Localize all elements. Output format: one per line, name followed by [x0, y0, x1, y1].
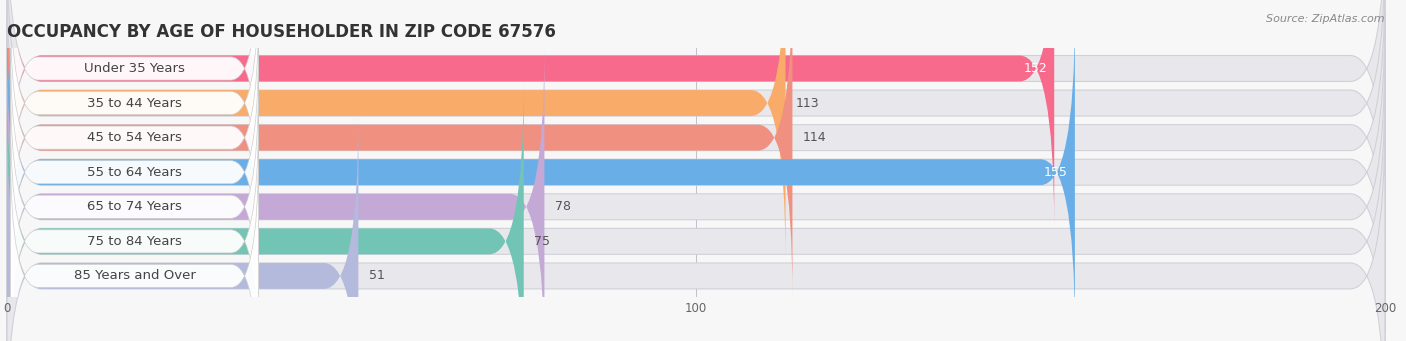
Text: 113: 113	[796, 97, 820, 109]
Text: 75 to 84 Years: 75 to 84 Years	[87, 235, 181, 248]
Text: 85 Years and Over: 85 Years and Over	[73, 269, 195, 282]
Text: 152: 152	[1024, 62, 1047, 75]
FancyBboxPatch shape	[7, 116, 359, 341]
Text: 35 to 44 Years: 35 to 44 Years	[87, 97, 181, 109]
FancyBboxPatch shape	[7, 116, 1385, 341]
FancyBboxPatch shape	[7, 0, 1385, 228]
Text: OCCUPANCY BY AGE OF HOUSEHOLDER IN ZIP CODE 67576: OCCUPANCY BY AGE OF HOUSEHOLDER IN ZIP C…	[7, 23, 555, 41]
FancyBboxPatch shape	[7, 81, 524, 341]
Text: 155: 155	[1045, 166, 1069, 179]
FancyBboxPatch shape	[7, 0, 786, 263]
FancyBboxPatch shape	[10, 11, 259, 264]
FancyBboxPatch shape	[10, 149, 259, 341]
Text: 51: 51	[368, 269, 385, 282]
FancyBboxPatch shape	[7, 0, 793, 298]
FancyBboxPatch shape	[10, 115, 259, 341]
Text: Under 35 Years: Under 35 Years	[84, 62, 186, 75]
FancyBboxPatch shape	[7, 47, 1385, 341]
Text: 65 to 74 Years: 65 to 74 Years	[87, 200, 181, 213]
Text: 78: 78	[555, 200, 571, 213]
FancyBboxPatch shape	[10, 0, 259, 195]
Text: 45 to 54 Years: 45 to 54 Years	[87, 131, 181, 144]
FancyBboxPatch shape	[10, 0, 259, 230]
FancyBboxPatch shape	[7, 47, 544, 341]
FancyBboxPatch shape	[10, 45, 259, 299]
FancyBboxPatch shape	[10, 80, 259, 333]
FancyBboxPatch shape	[7, 12, 1385, 332]
Text: Source: ZipAtlas.com: Source: ZipAtlas.com	[1267, 14, 1385, 24]
FancyBboxPatch shape	[7, 81, 1385, 341]
FancyBboxPatch shape	[7, 0, 1385, 263]
FancyBboxPatch shape	[7, 0, 1054, 228]
FancyBboxPatch shape	[7, 0, 1385, 298]
Text: 114: 114	[803, 131, 827, 144]
Text: 75: 75	[534, 235, 550, 248]
FancyBboxPatch shape	[7, 12, 1076, 332]
Text: 55 to 64 Years: 55 to 64 Years	[87, 166, 181, 179]
